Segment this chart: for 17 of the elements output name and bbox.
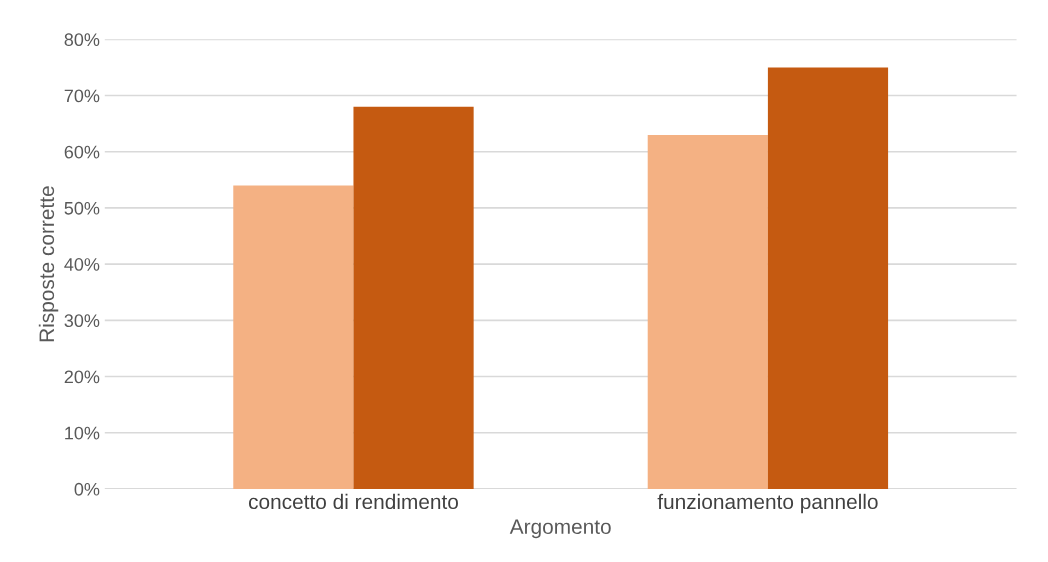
bar [353, 106, 474, 489]
y-tick-label: 10% [65, 426, 100, 440]
y-tick-label: 30% [64, 314, 100, 328]
y-axis-title: Risposte corrette [38, 186, 59, 342]
x-tick-label: funzionamento pannello [657, 493, 878, 514]
y-tick-label: 50% [64, 201, 100, 215]
y-tick-label: 80% [64, 33, 100, 47]
y-tick-label: 0% [74, 482, 100, 496]
bar [767, 67, 889, 489]
y-tick-label: 70% [64, 89, 100, 103]
y-tick-label: 40% [64, 258, 100, 271]
bar [647, 134, 768, 489]
x-axis-title: Argomento [509, 519, 611, 539]
bar [233, 185, 354, 489]
y-tick-label: 20% [64, 370, 100, 384]
x-tick-label: concetto di rendimento [248, 493, 458, 510]
y-tick-label: 60% [64, 145, 100, 159]
